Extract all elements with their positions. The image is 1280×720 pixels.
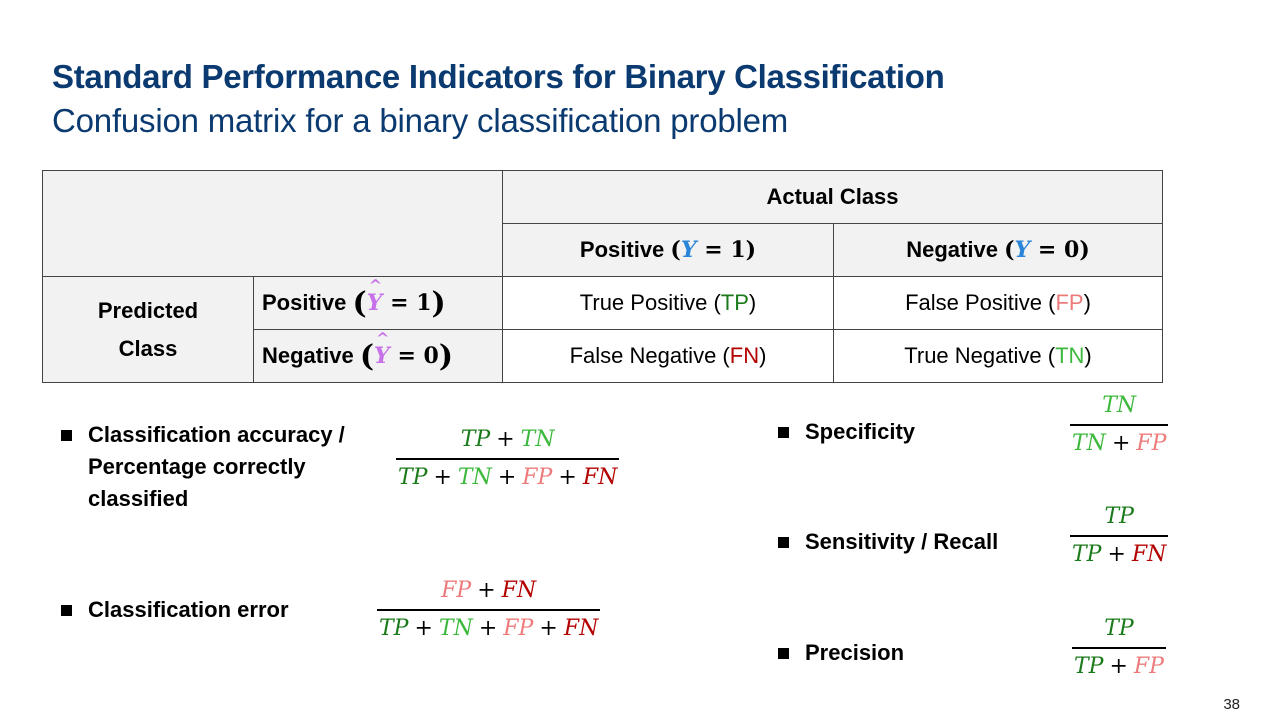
confusion-matrix-table: Actual Class Positive (Y = 1) Negative (… [42,170,1163,383]
actual-negative-label: Negative [906,237,998,262]
true-negative-cell: True Negative (TN) [833,329,1163,383]
bullet-square-icon [778,648,789,659]
error-label: Classification error [88,597,289,622]
predicted-positive-header: Positive (^ Y = 1) [253,276,503,330]
actual-class-header: Actual Class [502,170,1163,224]
predicted-class-header: Predicted Class [42,276,254,383]
true-positive-cell: True Positive (TP) [502,276,834,330]
page-number: 38 [1223,696,1240,713]
slide-title: Standard Performance Indicators for Bina… [52,58,945,95]
error-formula: FP + FN TP + TN + FP + FN [377,578,601,641]
accuracy-formula: TP + TN TP + TN + FP + FN [396,427,620,490]
slide-subtitle: Confusion matrix for a binary classifica… [52,102,789,139]
accuracy-label: Classification accuracy / Percentage cor… [88,422,345,511]
false-negative-cell: False Negative (FN) [502,329,834,383]
actual-positive-condition: (Y = 1) [670,237,757,263]
empty-corner-cell [42,170,503,277]
predicted-negative-header: Negative (^ Y = 0) [253,329,503,383]
actual-negative-header: Negative (Y = 0) [833,223,1163,277]
actual-negative-condition: (Y = 0) [1004,237,1090,263]
bullet-square-icon [778,427,789,438]
actual-positive-header: Positive (Y = 1) [502,223,834,277]
bullet-square-icon [61,605,72,616]
bullet-square-icon [61,430,72,441]
actual-positive-label: Positive [579,237,665,262]
specificity-label: Specificity [805,419,916,444]
precision-formula: TP TP + FP [1072,616,1166,679]
sensitivity-label: Sensitivity / Recall [805,529,999,554]
bullet-square-icon [778,537,789,548]
false-positive-cell: False Positive (FP) [833,276,1163,330]
specificity-formula: TN TN + FP [1070,393,1169,456]
sensitivity-formula: TP TP + FN [1070,504,1169,567]
precision-label: Precision [805,640,905,665]
